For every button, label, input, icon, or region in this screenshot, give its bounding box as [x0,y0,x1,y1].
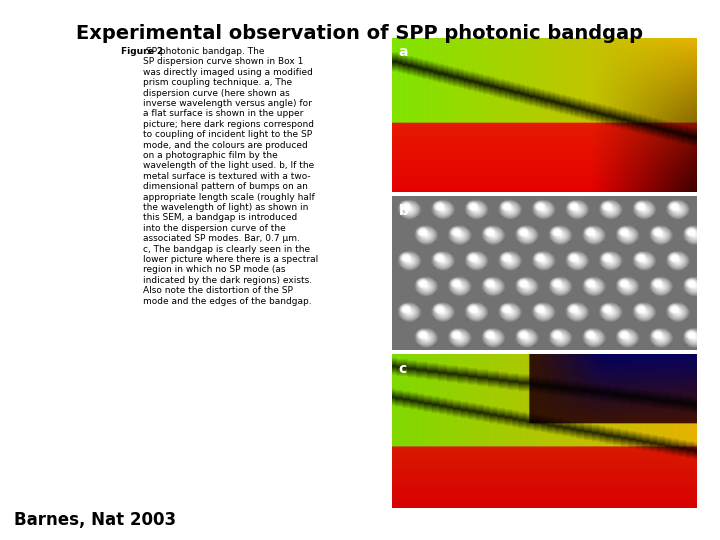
Text: Barnes, Nat 2003: Barnes, Nat 2003 [14,511,176,529]
Text: c: c [399,362,407,375]
Text: b: b [399,204,408,218]
Text: Figure 2: Figure 2 [120,47,163,56]
Text: SP photonic bandgap. The
SP dispersion curve shown in Box 1
was directly imaged : SP photonic bandgap. The SP dispersion c… [143,47,319,306]
Text: Experimental observation of SPP photonic bandgap: Experimental observation of SPP photonic… [76,24,644,43]
Text: a: a [399,45,408,59]
